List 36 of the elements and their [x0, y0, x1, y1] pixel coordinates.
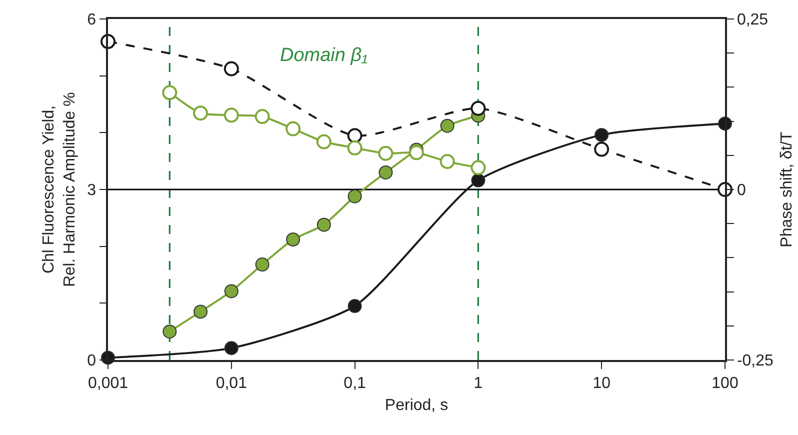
y-axis-title: Chl Fluorescence Yield, Rel. Harmonic Amplitude % [40, 92, 79, 287]
y2-tick-label: 0,25 [736, 12, 768, 29]
y-tick-label: 3 [87, 182, 96, 200]
y2-tick-label: -0,25 [736, 352, 774, 370]
point [255, 258, 270, 272]
point [378, 146, 394, 161]
point [254, 109, 270, 124]
x-tick-label: 0,001 [88, 374, 128, 392]
point [224, 284, 238, 298]
annotation: Domain β₁ [280, 45, 368, 66]
point [440, 154, 455, 170]
x-tick-label: 100 [712, 374, 738, 392]
point [224, 108, 239, 123]
point [348, 189, 362, 204]
point [162, 324, 177, 339]
y-tick-label: 0 [87, 352, 96, 370]
point [316, 134, 332, 150]
y2-axis-title: Phase shift, δt/T [778, 131, 796, 248]
point [440, 118, 454, 133]
point [408, 145, 424, 160]
y2-tick-label: 0 [736, 182, 746, 200]
point [194, 304, 208, 319]
point [162, 85, 178, 100]
x-tick-label: 10 [592, 374, 611, 392]
point [193, 106, 208, 121]
x-axis-title: Period, s [384, 397, 448, 414]
point [347, 140, 362, 156]
y-tick-label: 6 [87, 12, 96, 29]
x-tick-label: 1 [474, 374, 483, 392]
point [470, 160, 486, 176]
point [286, 232, 300, 247]
point [378, 165, 393, 180]
x-tick-label: 0,1 [344, 374, 366, 392]
point [286, 121, 301, 136]
x-tick-label: 0,01 [216, 374, 248, 392]
point [316, 218, 331, 232]
